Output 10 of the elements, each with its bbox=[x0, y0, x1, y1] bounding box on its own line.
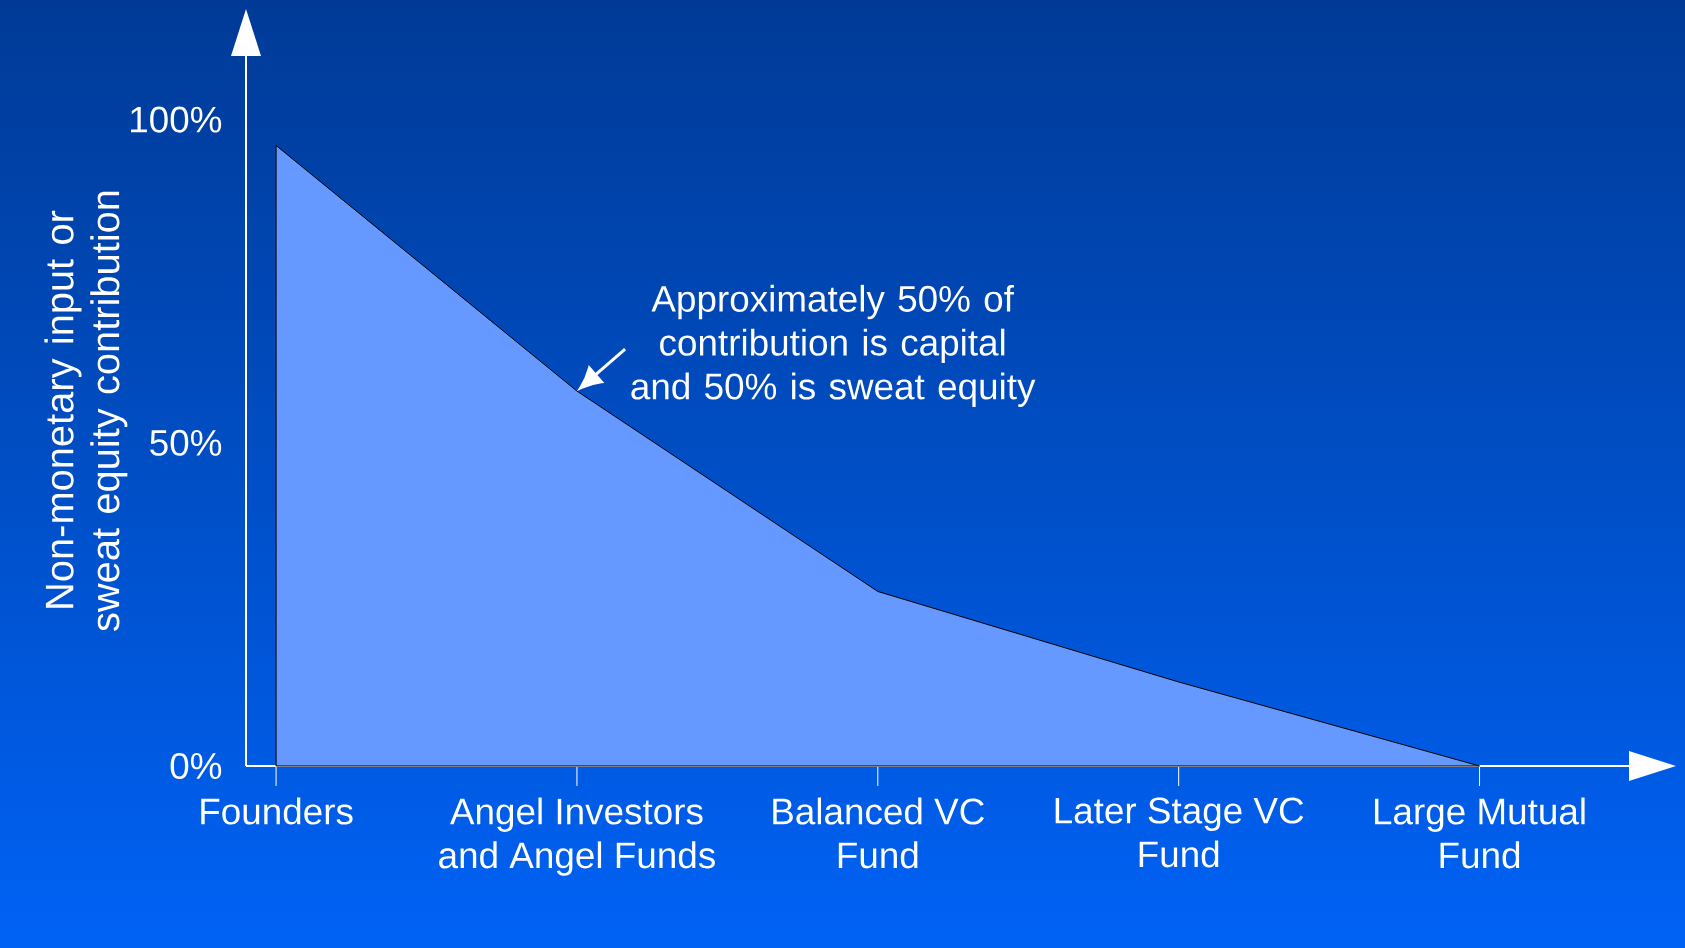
x-tick-label: Angel Investors and Angel Funds bbox=[439, 797, 715, 876]
y-tick-label: 0% bbox=[170, 752, 222, 780]
annotation: Approximately 50% of contribution is capital and 50% is sweat equity bbox=[631, 284, 1036, 407]
y-tick-label: 100% bbox=[131, 106, 222, 133]
x-tick-label: Founders bbox=[201, 797, 353, 825]
y-tick-label: 50% bbox=[150, 429, 222, 456]
x-tick-label: Large Mutual Fund bbox=[1374, 797, 1585, 869]
y-axis-title: Non-monetary input or sweat equity contribution bbox=[44, 191, 128, 631]
x-tick-label: Balanced VC Fund bbox=[773, 797, 984, 869]
x-tick-label: Later Stage VC Fund bbox=[1055, 797, 1304, 868]
